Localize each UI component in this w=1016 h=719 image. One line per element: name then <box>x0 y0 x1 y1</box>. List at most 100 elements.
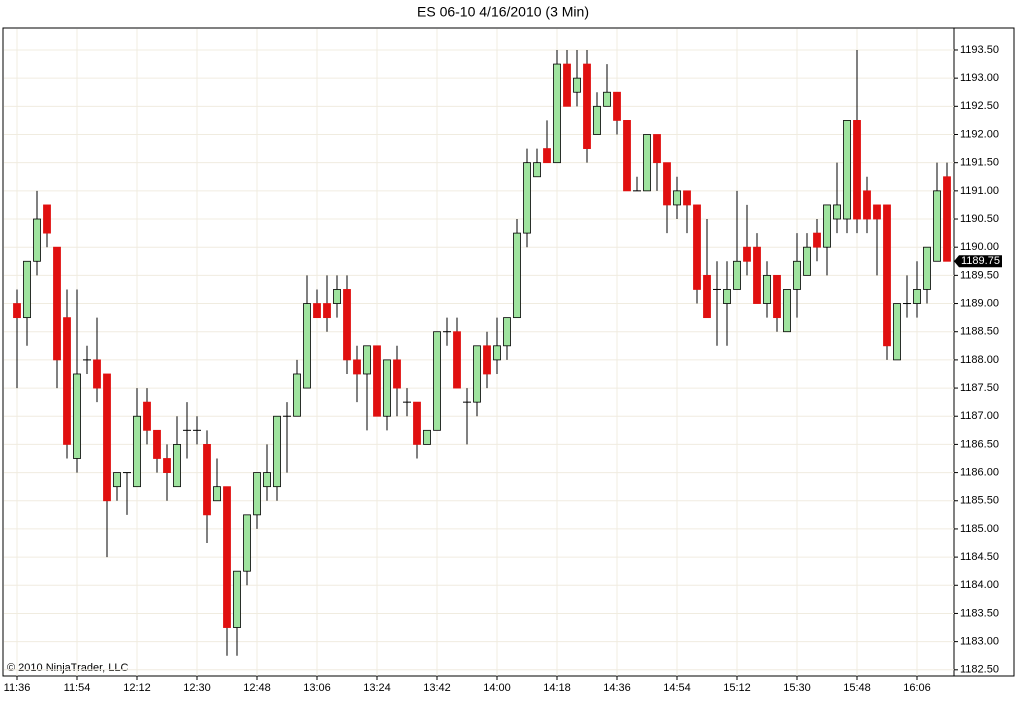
candle-body <box>563 63 571 107</box>
candle-body <box>873 204 881 220</box>
x-tick-label: 12:12 <box>123 682 151 694</box>
candle-body <box>783 289 791 333</box>
y-tick-label: 1187.50 <box>960 382 999 394</box>
candle-body <box>23 260 31 319</box>
x-tick-label: 15:12 <box>723 682 751 694</box>
y-tick-label: 1185.00 <box>960 523 999 535</box>
candle-body <box>503 317 511 347</box>
candle-body <box>893 303 901 361</box>
candle-body <box>93 359 101 389</box>
candle-body <box>393 359 401 389</box>
y-tick-label: 1182.50 <box>960 664 999 676</box>
candle-body <box>483 345 491 375</box>
y-tick-label: 1183.00 <box>960 636 999 648</box>
y-tick-label: 1192.00 <box>960 128 999 140</box>
candle-body <box>453 331 461 389</box>
candle-body <box>663 162 671 206</box>
candle-body <box>63 317 71 445</box>
candle-body <box>833 204 841 220</box>
candle-body <box>843 120 851 220</box>
y-tick-label: 1184.50 <box>960 551 999 563</box>
candle-body <box>353 359 361 375</box>
candle-body <box>253 472 261 516</box>
candle-body <box>173 444 181 488</box>
candle-body <box>823 204 831 248</box>
x-tick-label: 13:24 <box>363 682 391 694</box>
candle-body <box>533 162 541 178</box>
candle-body <box>113 472 121 488</box>
candle-body <box>143 401 151 431</box>
candle-body <box>753 246 761 304</box>
axis-frame <box>953 27 1015 677</box>
y-tick-label: 1188.50 <box>960 326 999 338</box>
candle-body <box>323 303 331 319</box>
candle-body <box>53 246 61 361</box>
candle-body <box>513 232 521 319</box>
candle-body <box>743 246 751 262</box>
candle-body <box>723 289 731 304</box>
candle-body <box>383 359 391 417</box>
candle-body <box>303 303 311 389</box>
candle-body <box>923 246 931 290</box>
last-price-tag <box>954 255 1002 268</box>
candle-body <box>623 120 631 192</box>
y-tick-label: 1191.50 <box>960 157 999 169</box>
x-tick-label: 16:06 <box>903 682 931 694</box>
y-tick-label: 1189.00 <box>960 297 999 309</box>
candle-body <box>693 204 701 290</box>
candle-body <box>103 373 111 502</box>
x-tick-label: 15:48 <box>843 682 871 694</box>
candle-body <box>493 345 501 361</box>
y-tick-label: 1193.50 <box>960 44 999 56</box>
candle-body <box>773 274 781 319</box>
last-price-label: 1189.75 <box>961 255 1000 267</box>
x-tick-label: 13:06 <box>303 682 331 694</box>
candle-body <box>413 401 421 445</box>
candle-body <box>203 444 211 516</box>
candle-body <box>613 91 621 121</box>
x-tick-label: 12:48 <box>243 682 271 694</box>
y-tick-label: 1193.00 <box>960 72 999 84</box>
x-tick-label: 14:36 <box>603 682 631 694</box>
candle-body <box>273 415 281 488</box>
candle-body <box>543 148 551 164</box>
y-tick-label: 1185.50 <box>960 495 999 507</box>
candle-body <box>793 260 801 290</box>
candle-body <box>43 204 51 234</box>
candle-body <box>553 63 561 164</box>
candle-body <box>883 204 891 347</box>
x-tick-label: 14:54 <box>663 682 691 694</box>
candle-body <box>933 190 941 262</box>
candle-body <box>803 246 811 276</box>
candle-body <box>653 134 661 164</box>
candle-body <box>473 345 481 403</box>
copyright: © 2010 NinjaTrader, LLC <box>7 662 128 674</box>
candle-body <box>243 514 251 572</box>
y-tick-label: 1189.50 <box>960 269 999 281</box>
candle-body <box>373 345 381 417</box>
y-tick-label: 1183.50 <box>960 607 999 619</box>
candle-body <box>343 289 351 361</box>
y-tick-label: 1188.00 <box>960 354 999 366</box>
y-tick-label: 1186.00 <box>960 466 999 478</box>
y-tick-label: 1186.50 <box>960 438 999 450</box>
candle-body <box>233 570 241 628</box>
candle-body <box>853 120 861 220</box>
candle-body <box>73 373 81 459</box>
y-tick-label: 1191.00 <box>960 185 999 197</box>
y-tick-label: 1192.50 <box>960 100 999 112</box>
candle-body <box>133 415 141 488</box>
candle-body <box>13 303 21 319</box>
candle-body <box>863 190 871 220</box>
candle-body <box>643 134 651 192</box>
candle-body <box>763 274 771 304</box>
y-tick-label: 1190.50 <box>960 213 999 225</box>
candle-body <box>333 289 341 304</box>
candle-body <box>733 260 741 290</box>
candle-body <box>433 331 441 431</box>
candle-body <box>33 218 41 262</box>
x-tick-label: 14:00 <box>483 682 511 694</box>
candle-body <box>593 105 601 135</box>
